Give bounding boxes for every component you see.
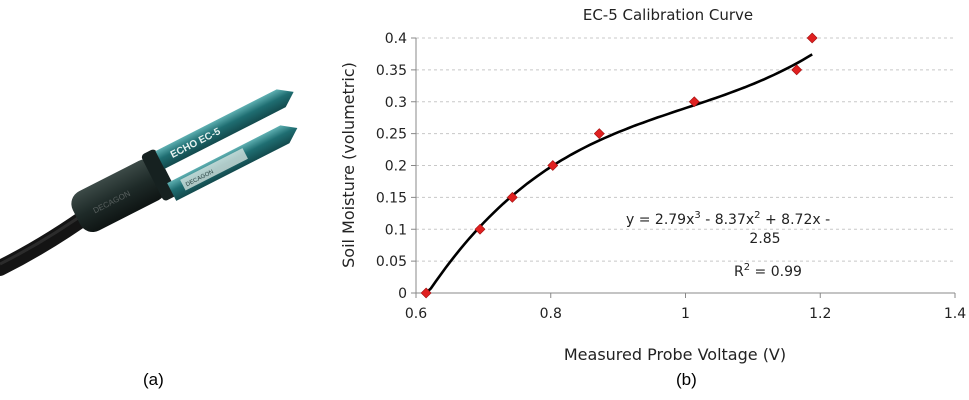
y-tick-label: 0.25	[376, 127, 407, 143]
y-tick-label: 0.3	[385, 95, 407, 111]
sensor-prong-lower: DECAGON	[167, 125, 298, 201]
y-tick-label: 0.4	[385, 31, 407, 47]
x-tick-label: 0.6	[405, 306, 427, 322]
caption-a: (a)	[143, 370, 164, 389]
y-tick-label: 0.2	[385, 159, 407, 175]
data-point	[420, 287, 432, 299]
data-point	[547, 160, 559, 171]
chart-title: EC-5 Calibration Curve	[583, 6, 753, 24]
svg-text:2.85: 2.85	[749, 231, 780, 247]
y-tick-label: 0	[398, 286, 407, 302]
x-tick-label: 1.2	[809, 306, 831, 322]
data-point	[593, 128, 605, 140]
data-point	[474, 223, 486, 235]
x-tick-label: 1	[681, 306, 690, 322]
data-points	[420, 32, 818, 299]
y-tick-label: 0.1	[385, 222, 407, 238]
x-axis-ticks: 0.6 0.8 1 1.2 1.4	[405, 293, 966, 322]
data-point	[688, 96, 700, 108]
data-point	[791, 64, 803, 76]
y-tick-label: 0.15	[376, 190, 407, 206]
x-axis-label: Measured Probe Voltage (V)	[564, 345, 786, 364]
x-tick-label: 0.8	[540, 306, 562, 322]
data-point	[506, 191, 518, 203]
trend-equation: y = 2.79x3 - 8.37x2 + 8.72x - 2.85	[626, 210, 830, 247]
y-tick-label: 0.35	[376, 63, 407, 79]
y-tick-label: 0.05	[376, 254, 407, 270]
r-squared: R2 = 0.99	[734, 262, 802, 280]
svg-text:R2 = 0.99: R2 = 0.99	[734, 262, 802, 280]
trendline	[425, 53, 813, 294]
calibration-chart: EC-5 Calibration Curve 0 0.05 0.1 0.15 0.2 0.…	[339, 6, 966, 364]
x-tick-label: 1.4	[944, 306, 966, 322]
y-axis-ticks: 0 0.05 0.1 0.15 0.2 0.25 0.3 0.35 0.4	[376, 31, 416, 302]
y-axis-label: Soil Moisture (volumetric)	[339, 62, 358, 268]
sensor-overmold: DECAGON	[71, 149, 177, 233]
caption-b: (b)	[676, 370, 697, 389]
svg-text:y = 2.79x3 - 8.37x2 + 8.72x -: y = 2.79x3 - 8.37x2 + 8.72x -	[626, 210, 830, 228]
probe-photo: DECAGON DECAGON ECHO EC-5	[0, 89, 298, 276]
data-point	[806, 32, 818, 44]
